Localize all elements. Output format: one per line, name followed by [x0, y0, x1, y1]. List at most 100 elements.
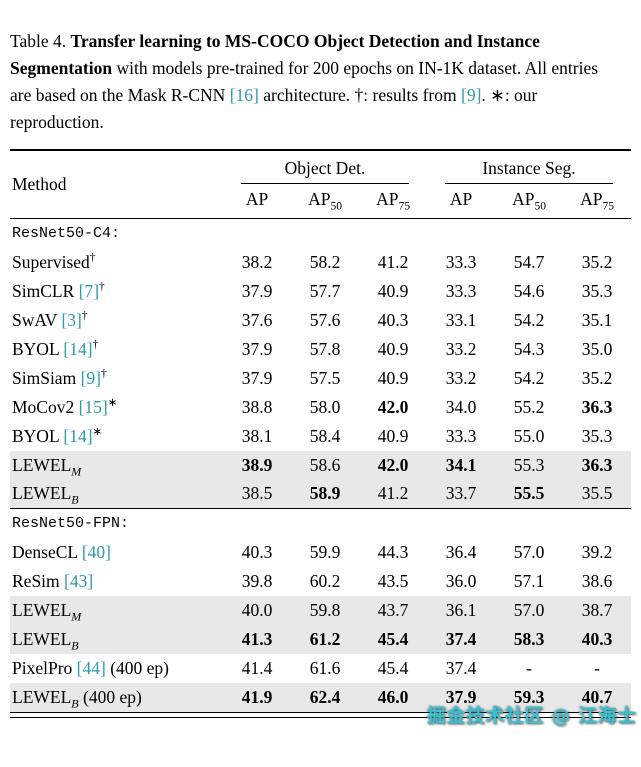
value-cell: 41.2: [377, 251, 409, 272]
table-row: BYOL [14]† 37.9 57.8 40.9 33.2 54.3 35.0: [10, 335, 631, 364]
column-header-ap: AP: [223, 184, 291, 219]
caption-bold-text: Transfer learning to MS-COCO Object Dete…: [10, 31, 540, 78]
method-cell: LEWELB: [10, 625, 223, 654]
value-cell: -: [594, 657, 600, 678]
citation-link[interactable]: [7]: [78, 280, 100, 301]
value-cell: 59.9: [309, 541, 341, 562]
superscript-marker: †: [100, 367, 107, 380]
value-cell: 38.1: [241, 425, 273, 446]
method-cell: SimSiam [9]†: [10, 364, 223, 393]
value-cell: 54.2: [513, 367, 545, 388]
column-header-ap: AP: [427, 184, 495, 219]
citation-link[interactable]: [40]: [81, 541, 111, 562]
value-cell: 35.2: [581, 251, 613, 272]
value-cell: 37.9: [241, 280, 273, 301]
value-cell: 44.3: [377, 541, 409, 562]
table-row: LEWELB 38.5 58.9 41.2 33.7 55.5 35.5: [10, 479, 632, 509]
value-cell: 42.0: [377, 454, 409, 475]
value-cell: 35.3: [581, 280, 613, 301]
table-row: LEWELM 40.0 59.8 43.7 36.1 57.0 38.7: [10, 595, 632, 625]
superscript-marker: †: [92, 338, 99, 351]
column-header-ap75: AP75: [359, 184, 427, 219]
value-cell: 43.7: [377, 599, 409, 620]
metric-subscript: 50: [330, 200, 342, 213]
group-label-object-det: Object Det.: [241, 157, 409, 184]
value-cell: 43.5: [377, 570, 409, 591]
value-cell: 42.0: [377, 396, 409, 417]
value-cell: 37.9: [445, 686, 477, 707]
value-cell: 33.2: [445, 338, 477, 359]
value-cell: 57.5: [309, 367, 341, 388]
value-cell: 57.1: [513, 570, 545, 591]
superscript-marker: †: [81, 309, 88, 322]
value-cell: 35.1: [581, 309, 613, 330]
value-cell: 33.3: [445, 280, 477, 301]
citation-link[interactable]: [44]: [76, 657, 106, 678]
value-cell: 33.7: [445, 483, 477, 504]
value-cell: 40.7: [581, 686, 613, 707]
value-cell: 37.9: [241, 367, 273, 388]
table-row: SimCLR [7]† 37.9 57.7 40.9 33.3 54.6 35.3: [10, 277, 631, 306]
value-cell: 41.2: [377, 483, 409, 504]
value-cell: 61.6: [309, 657, 341, 678]
value-cell: 61.2: [309, 628, 341, 649]
text-segment: DenseCL: [12, 541, 82, 562]
value-cell: 37.6: [241, 309, 273, 330]
value-cell: 35.0: [581, 338, 613, 359]
value-cell: 54.6: [513, 280, 545, 301]
value-cell: 41.4: [241, 657, 273, 678]
text-segment: Table 4.: [10, 31, 71, 51]
citation-link[interactable]: [9]: [461, 85, 482, 105]
value-cell: 34.1: [445, 454, 477, 475]
method-cell: BYOL [14]†: [10, 335, 223, 364]
table-row: LEWELB 41.3 61.2 45.4 37.4 58.3 40.3: [10, 624, 632, 654]
citation-link[interactable]: [16]: [229, 85, 259, 105]
table-bottom-rule: [10, 711, 631, 718]
citation-link[interactable]: [15]: [78, 396, 108, 417]
method-cell: LEWELB (400 ep): [10, 683, 223, 712]
citation-link[interactable]: [14]: [63, 338, 93, 359]
citation-link[interactable]: [3]: [61, 309, 82, 330]
table-caption: Table 4. Transfer learning to MS-COCO Ob…: [0, 0, 631, 136]
value-cell: 36.4: [445, 541, 477, 562]
value-cell: 58.4: [309, 425, 341, 446]
text-segment: BYOL: [12, 425, 64, 446]
value-cell: 62.4: [309, 686, 341, 707]
section-header-row: ResNet50-C4:: [10, 219, 631, 248]
value-cell: 35.2: [581, 367, 613, 388]
citation-link[interactable]: [43]: [64, 570, 94, 591]
citation-link[interactable]: [9]: [80, 367, 101, 388]
text-segment: LEWEL: [12, 686, 72, 707]
value-cell: 45.4: [377, 628, 409, 649]
column-header-ap50: AP50: [495, 184, 563, 219]
value-cell: 33.2: [445, 367, 477, 388]
citation-link[interactable]: [14]: [63, 425, 93, 446]
value-cell: 38.8: [241, 396, 273, 417]
text-segment: . ∗: our reproduction.: [10, 85, 538, 132]
table-row: LEWELB (400 ep) 41.9 62.4 46.0 37.9 59.3 40.7: [10, 682, 632, 712]
value-cell: 58.9: [309, 483, 341, 504]
section-header-row: ResNet50-FPN:: [10, 508, 632, 538]
value-cell: 33.1: [445, 309, 477, 330]
value-cell: 40.9: [377, 338, 409, 359]
section-header: ResNet50-C4:: [12, 224, 121, 242]
table-row: LEWELM 38.9 58.6 42.0 34.1 55.3 36.3: [10, 450, 632, 480]
value-cell: 39.2: [581, 541, 613, 562]
method-cell: ReSim [43]: [10, 567, 223, 596]
value-cell: 55.0: [513, 425, 545, 446]
text-segment: SimCLR: [12, 280, 79, 301]
metric-label: AP: [449, 189, 473, 209]
value-cell: 40.9: [377, 367, 409, 388]
value-cell: 46.0: [377, 686, 409, 707]
method-cell: PixelPro [44] (400 ep): [10, 654, 223, 683]
table-row: BYOL [14]∗ 38.1 58.4 40.9 33.3 55.0 35.3: [10, 422, 631, 451]
method-cell: DenseCL [40]: [10, 538, 223, 567]
group-header-object-det: Object Det.: [223, 150, 427, 184]
text-segment: SimSiam: [12, 367, 81, 388]
value-cell: 37.4: [445, 628, 477, 649]
value-cell: 58.0: [309, 396, 341, 417]
metric-label: AP: [580, 189, 603, 209]
method-column-header: Method: [10, 150, 223, 219]
table-row: PixelPro [44] (400 ep) 41.4 61.6 45.4 37.4 - -: [10, 654, 631, 683]
